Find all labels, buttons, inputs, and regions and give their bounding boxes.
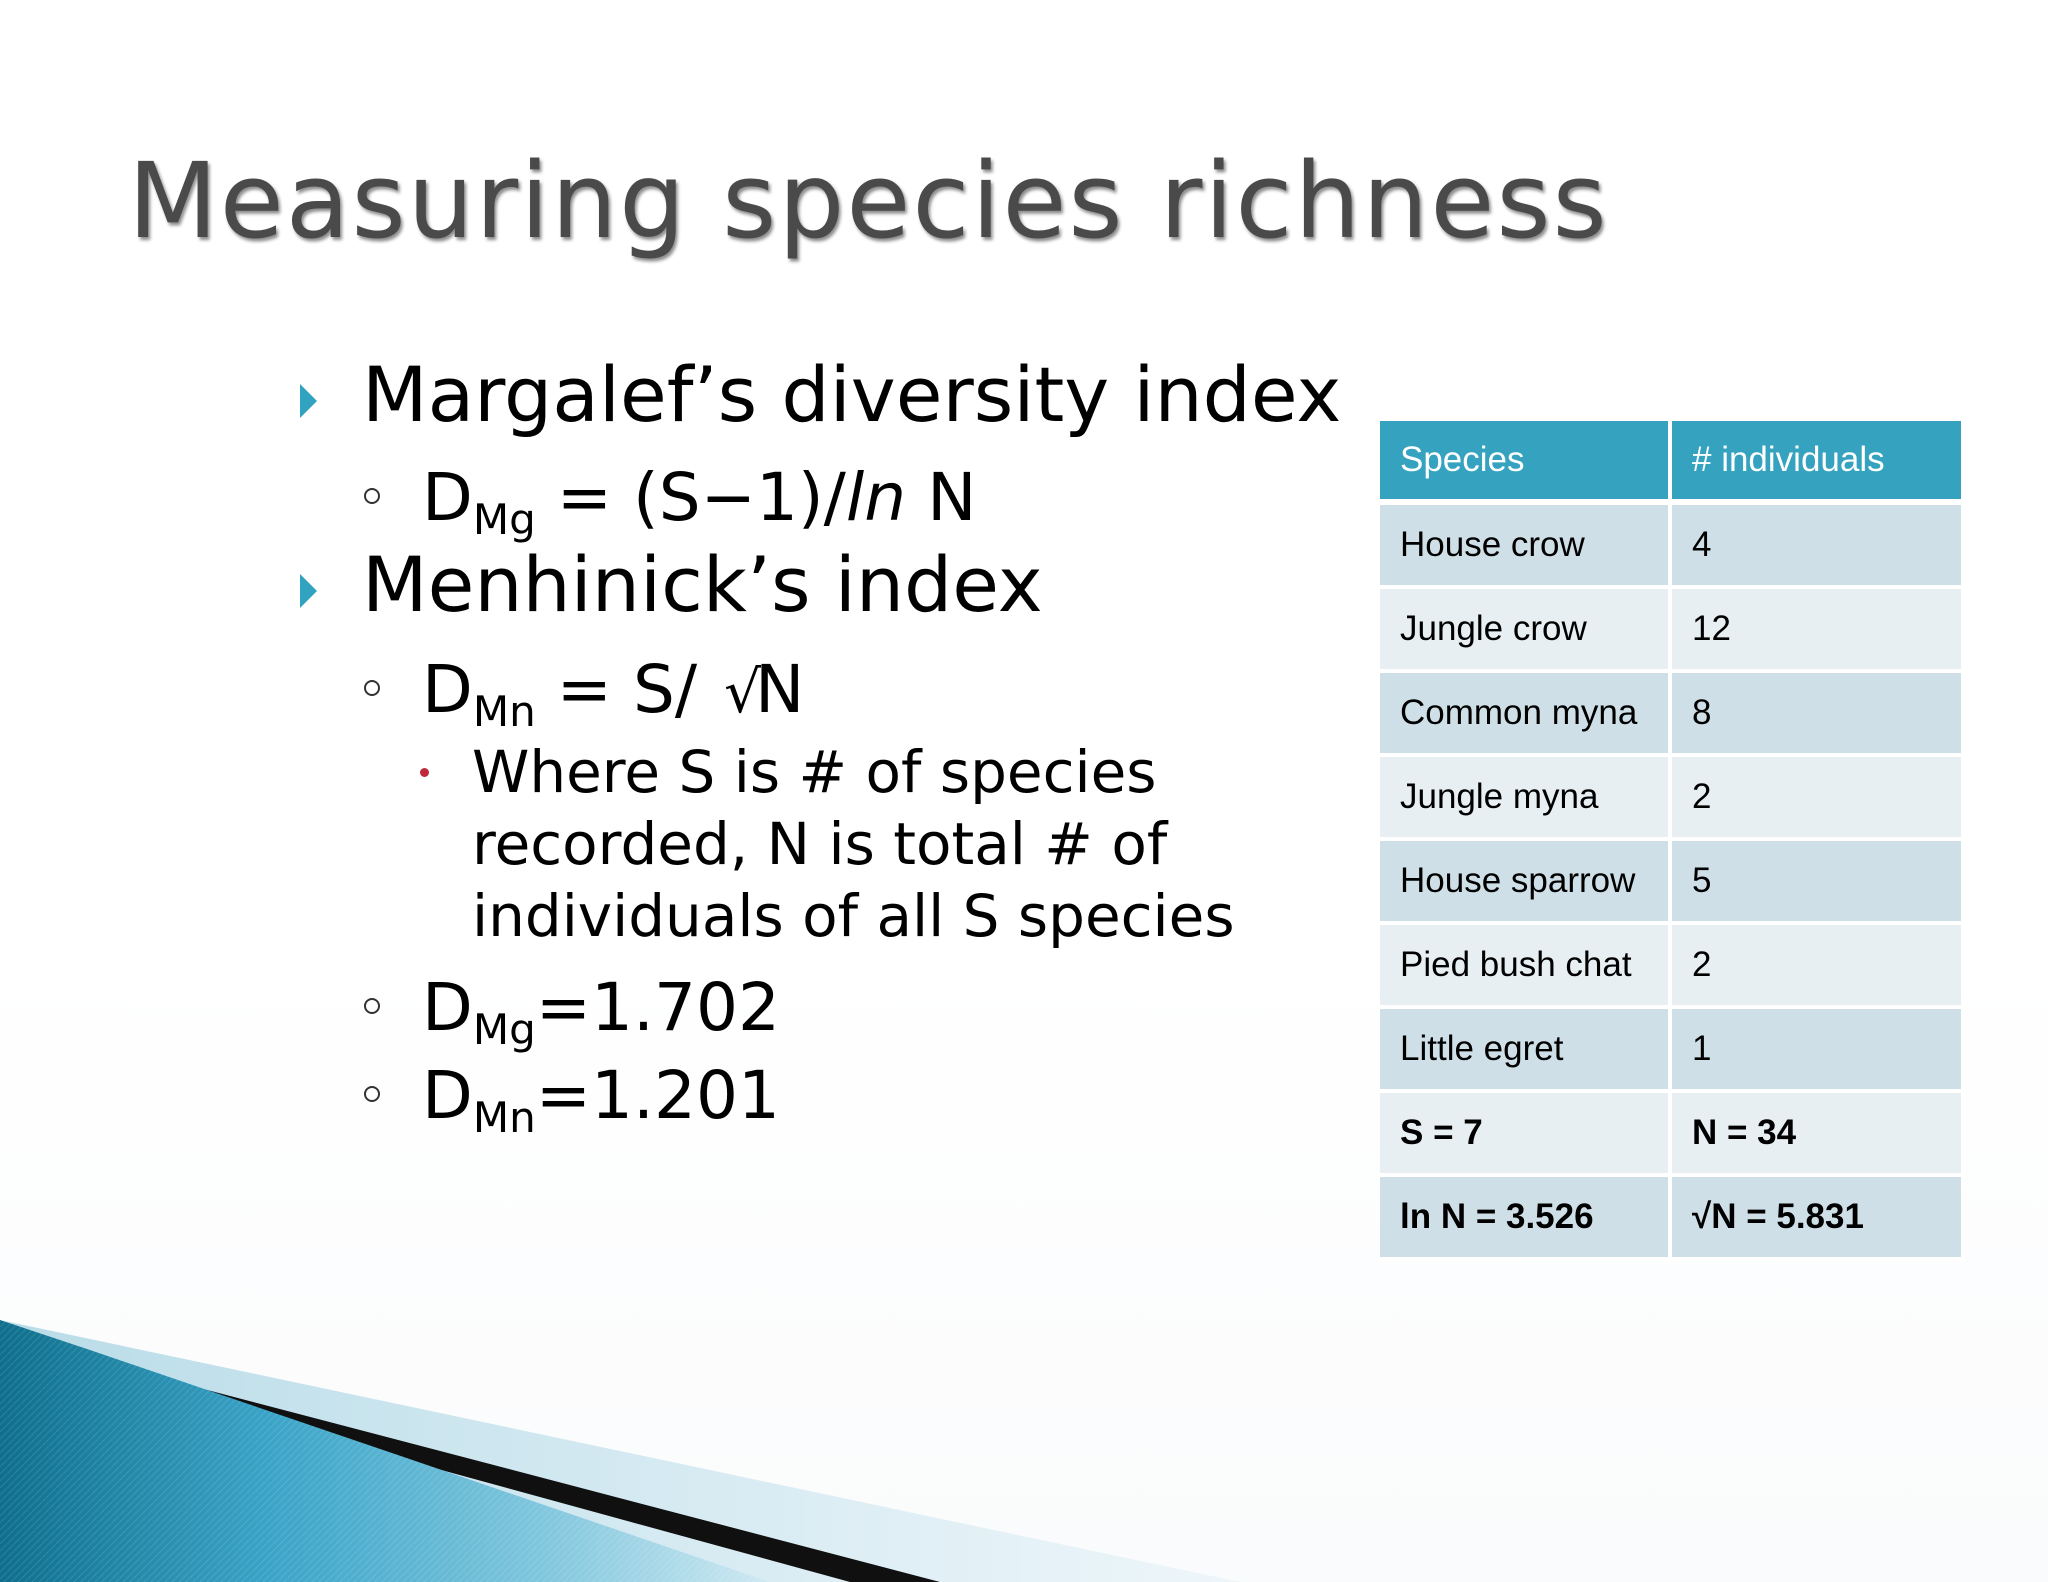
slide-title: Measuring species richness — [128, 140, 1609, 262]
species-cell: Common myna — [1380, 673, 1672, 757]
species-cell: Jungle crow — [1380, 589, 1672, 673]
bullet-menhinick-label: Menhinick’s index — [362, 540, 1043, 629]
column-header-individuals: # individuals — [1672, 421, 1965, 505]
result-value: =1.201 — [535, 1057, 780, 1134]
table-row: Jungle crow 12 — [1380, 589, 1965, 673]
species-cell: Pied bush chat — [1380, 925, 1672, 1009]
summary-cell: ln N = 3.526 — [1380, 1177, 1672, 1261]
table-row: Little egret 1 — [1380, 1009, 1965, 1093]
table-row: Jungle myna 2 — [1380, 757, 1965, 841]
summary-cell: √N = 5.831 — [1672, 1177, 1965, 1261]
count-cell: 8 — [1672, 673, 1965, 757]
triangle-bullet-icon — [300, 384, 317, 418]
table-row: House crow 4 — [1380, 505, 1965, 589]
result-value: =1.702 — [535, 969, 780, 1046]
formula-subscript: Mn — [472, 1093, 536, 1142]
formula-ln: ln — [845, 459, 907, 536]
species-table: Species # individuals House crow 4 Jungl… — [1380, 421, 1965, 1261]
square-root-icon: √ — [724, 658, 762, 726]
formula-tail: N — [755, 651, 805, 728]
formula-equation: = (S−1)/ — [535, 459, 846, 536]
count-cell: 2 — [1672, 925, 1965, 1009]
column-header-species: Species — [1380, 421, 1672, 505]
triangle-bullet-icon — [300, 574, 317, 608]
count-cell: 5 — [1672, 841, 1965, 925]
table-row: Common myna 8 — [1380, 673, 1965, 757]
formula-symbol: D — [422, 1057, 473, 1134]
dot-bullet-icon — [420, 768, 429, 777]
decorative-wedge — [0, 1320, 1240, 1582]
table-summary-row: ln N = 3.526 √N = 5.831 — [1380, 1177, 1965, 1261]
count-cell: 12 — [1672, 589, 1965, 673]
table-header-row: Species # individuals — [1380, 421, 1965, 505]
species-cell: House crow — [1380, 505, 1672, 589]
count-cell: 1 — [1672, 1009, 1965, 1093]
species-cell: Little egret — [1380, 1009, 1672, 1093]
formula-subscript: Mg — [472, 495, 536, 544]
formula-subscript: Mn — [472, 687, 536, 736]
formula-subscript: Mg — [472, 1005, 536, 1054]
table-row: Pied bush chat 2 — [1380, 925, 1965, 1009]
where-note: Where S is # of species recorded, N is t… — [472, 738, 1235, 950]
summary-cell: S = 7 — [1380, 1093, 1672, 1177]
species-cell: Jungle myna — [1380, 757, 1672, 841]
table-summary-row: S = 7 N = 34 — [1380, 1093, 1965, 1177]
bullet-margalef-label: Margalef’s diversity index — [362, 350, 1342, 439]
species-cell: House sparrow — [1380, 841, 1672, 925]
circle-bullet-icon — [364, 998, 380, 1014]
count-cell: 2 — [1672, 757, 1965, 841]
formula-equation: = S/ — [535, 651, 719, 728]
formula-symbol: D — [422, 459, 473, 536]
summary-cell: N = 34 — [1672, 1093, 1965, 1177]
formula-symbol: D — [422, 651, 473, 728]
circle-bullet-icon — [364, 1086, 380, 1102]
formula-symbol: D — [422, 969, 473, 1046]
circle-bullet-icon — [364, 488, 380, 504]
circle-bullet-icon — [364, 680, 380, 696]
count-cell: 4 — [1672, 505, 1965, 589]
formula-tail: N — [906, 459, 977, 536]
table-row: House sparrow 5 — [1380, 841, 1965, 925]
